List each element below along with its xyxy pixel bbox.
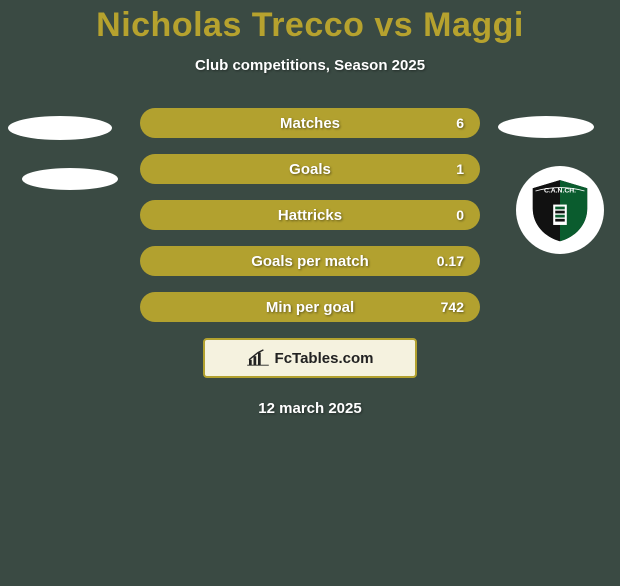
bar-label: Matches [140,115,480,132]
subtitle: Club competitions, Season 2025 [0,57,620,74]
bar-label: Hattricks [140,207,480,224]
shield-icon: C.A.N.CH. [526,176,594,244]
bar-value: 6 [456,115,464,131]
brand-text: FcTables.com [275,350,374,367]
brand-box[interactable]: FcTables.com [203,338,417,378]
bar-label: Min per goal [140,299,480,316]
widget-container: Nicholas Trecco vs Maggi Club competitio… [0,6,620,586]
chart-area: C.A.N.CH. Matches 6 Goals 1 Hattric [0,116,620,326]
bar-row: Min per goal 742 [140,292,480,322]
chart-icon [247,349,269,367]
bar-row: Hattricks 0 [140,200,480,230]
bar-row: Goals 1 [140,154,480,184]
bar-label: Goals per match [140,253,480,270]
bar-value: 1 [456,161,464,177]
bar-value: 0.17 [437,253,464,269]
stats-bars: Matches 6 Goals 1 Hattricks 0 Goals per … [140,108,480,338]
page-title: Nicholas Trecco vs Maggi [0,6,620,45]
player1-avatar-placeholder [8,116,112,140]
player2-avatar-placeholder [498,116,594,138]
bar-value: 0 [456,207,464,223]
bar-row: Goals per match 0.17 [140,246,480,276]
player1-avatar-placeholder-2 [22,168,118,190]
bar-label: Goals [140,161,480,178]
bar-row: Matches 6 [140,108,480,138]
club-badge: C.A.N.CH. [516,166,604,254]
date-text: 12 march 2025 [0,400,620,417]
badge-text: C.A.N.CH. [544,187,576,194]
bar-value: 742 [441,299,464,315]
